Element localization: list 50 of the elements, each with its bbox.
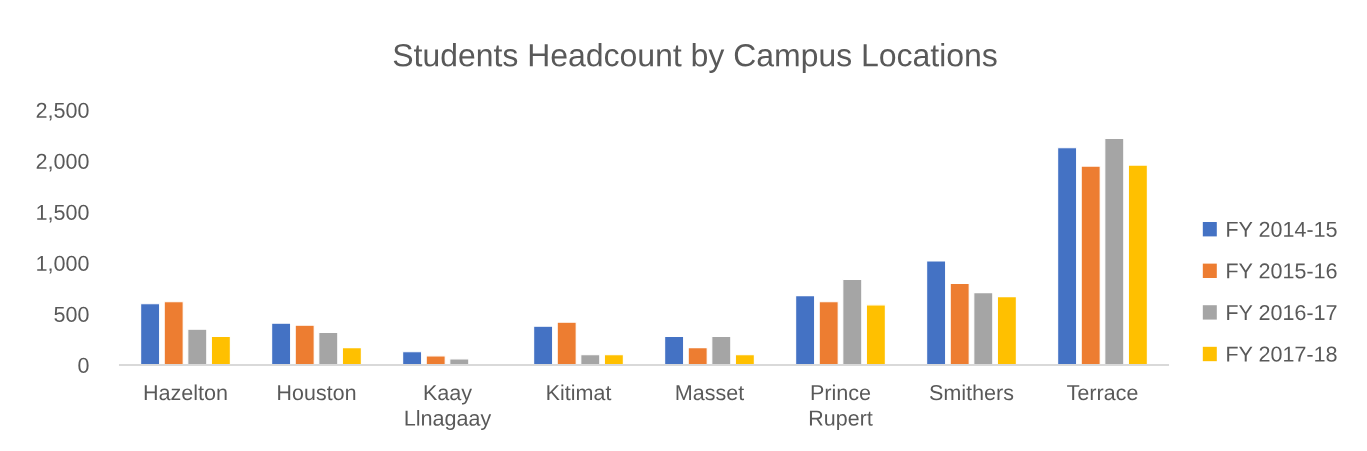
legend-label: FY 2015-16: [1227, 263, 1337, 279]
x-tick-label: Prince Rupert: [809, 384, 873, 431]
bar: [1104, 138, 1125, 365]
bar: [1080, 165, 1101, 365]
y-tick-label: 2,500: [36, 102, 89, 121]
bar: [818, 301, 839, 365]
bar: [341, 347, 362, 365]
legend-label: FY 2014-15: [1227, 221, 1337, 237]
bar: [734, 354, 755, 365]
bar: [795, 295, 816, 365]
bar: [926, 260, 947, 365]
bar: [449, 358, 470, 365]
bar: [1127, 164, 1148, 365]
x-tick-label: Masset: [676, 385, 745, 401]
bar: [711, 335, 732, 365]
bar: [140, 303, 161, 365]
bar: [533, 325, 554, 365]
legend-label: FY 2017-18: [1227, 346, 1337, 362]
bar: [687, 347, 708, 365]
y-tick-label: 500: [54, 306, 89, 323]
bar: [271, 322, 292, 365]
bar: [210, 335, 231, 365]
bar: [187, 328, 208, 365]
y-tick-label: 0: [78, 357, 89, 374]
legend-label: FY 2016-17: [1227, 304, 1337, 321]
bar: [842, 278, 863, 365]
x-tick-label: Kaay Llnagaay: [405, 385, 492, 431]
y-tick-label: 1,000: [37, 255, 89, 274]
bar: [1057, 147, 1078, 365]
bar: [973, 292, 994, 365]
bar: [402, 351, 423, 365]
y-tick-label: 1,500: [37, 204, 89, 223]
bar: [949, 282, 970, 365]
y-tick-label: 2,000: [36, 153, 89, 172]
x-tick-label: Terrace: [1067, 385, 1138, 401]
bar: [603, 354, 624, 365]
bar: [580, 354, 601, 365]
bar: [294, 324, 315, 365]
chart-title: Students Headcount by Campus Locations: [393, 43, 997, 73]
bar: [425, 355, 446, 365]
bar: [996, 296, 1017, 365]
bar: [163, 301, 184, 365]
x-tick-label: Houston: [278, 385, 356, 401]
x-tick-label: Smithers: [930, 384, 1014, 401]
bar: [318, 331, 339, 365]
x-tick-label: Hazelton: [144, 384, 227, 401]
x-tick-label: Kitimat: [547, 384, 612, 401]
bar: [664, 335, 685, 365]
bar: [865, 304, 886, 365]
bar: [556, 321, 577, 365]
